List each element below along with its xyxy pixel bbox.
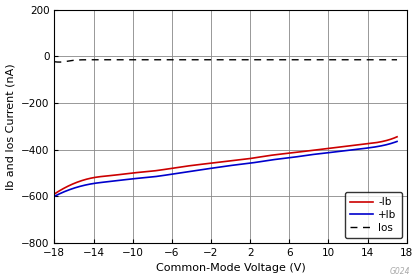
Ios — [255, 58, 260, 61]
-Ib — [281, 152, 286, 155]
-Ib — [254, 156, 259, 159]
Ios — [52, 60, 57, 63]
+Ib — [112, 179, 117, 183]
-Ib — [112, 174, 117, 177]
-Ib — [52, 192, 57, 196]
Ios — [141, 58, 146, 61]
Ios — [395, 58, 400, 61]
-Ib — [395, 135, 400, 138]
Line: +Ib: +Ib — [54, 141, 397, 196]
Y-axis label: Ib and Ios Current (nA): Ib and Ios Current (nA) — [5, 63, 16, 190]
+Ib — [395, 140, 400, 143]
+Ib — [254, 161, 259, 164]
-Ib — [140, 170, 145, 174]
Legend: -Ib, +Ib, Ios: -Ib, +Ib, Ios — [345, 192, 401, 238]
+Ib — [52, 195, 57, 198]
-Ib — [310, 149, 315, 152]
Ios — [129, 58, 134, 61]
+Ib — [207, 167, 212, 170]
Ios — [57, 61, 62, 64]
Ios — [282, 58, 287, 61]
-Ib — [207, 162, 212, 165]
+Ib — [140, 176, 145, 180]
Ios — [311, 58, 316, 61]
Ios — [208, 58, 213, 61]
Ios — [113, 58, 118, 61]
X-axis label: Common-Mode Voltage (V): Common-Mode Voltage (V) — [156, 263, 305, 273]
Line: Ios: Ios — [54, 60, 397, 62]
Line: -Ib: -Ib — [54, 137, 397, 194]
+Ib — [281, 157, 286, 160]
Text: G024: G024 — [390, 267, 411, 276]
+Ib — [310, 153, 315, 156]
